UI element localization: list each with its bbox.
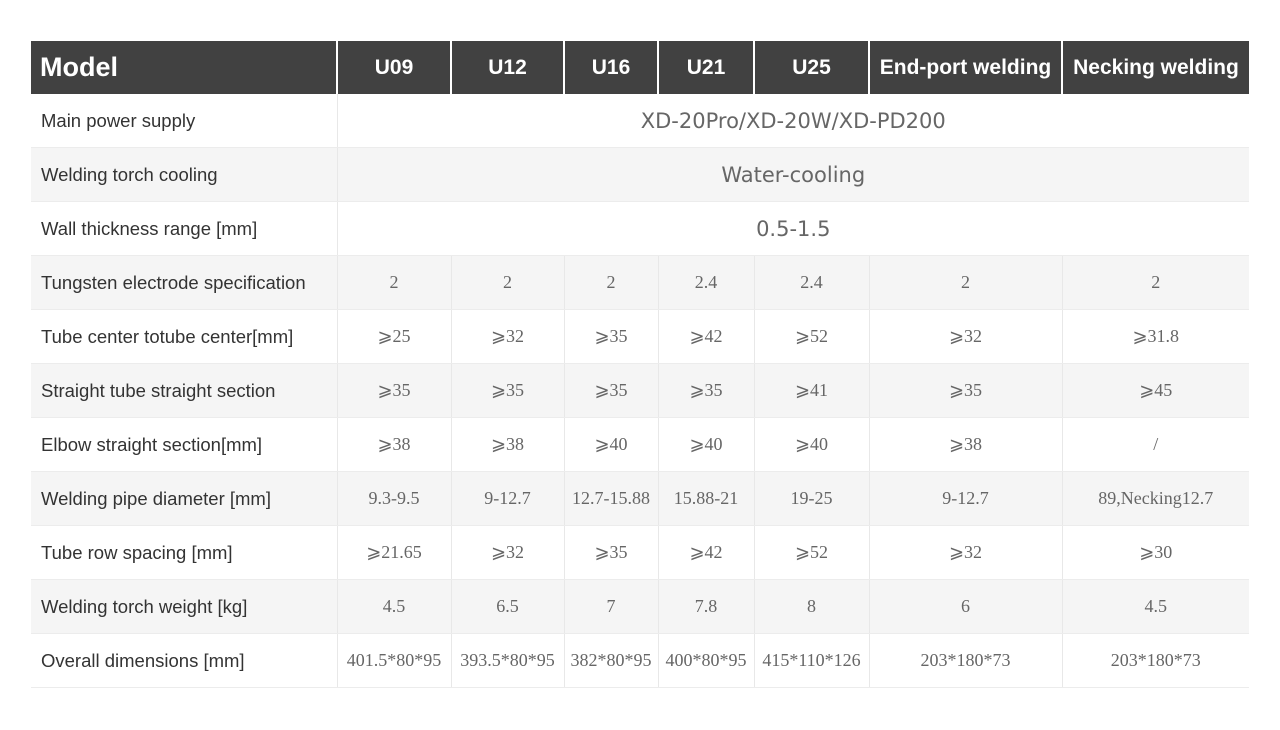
value-cell: ⩾25 bbox=[336, 309, 451, 364]
value-cell: 203*180*73 bbox=[1061, 633, 1249, 688]
value-cell: ⩾40 bbox=[753, 417, 869, 472]
row-label: Tungsten electrode specification bbox=[31, 255, 337, 310]
header-cell: Model bbox=[31, 41, 337, 94]
row-label: Main power supply bbox=[31, 94, 337, 148]
value-cell: Water-cooling bbox=[336, 147, 1249, 202]
value-cell: / bbox=[1061, 417, 1249, 472]
value-cell: 382*80*95 bbox=[563, 633, 658, 688]
value-cell: ⩾30 bbox=[1061, 525, 1249, 580]
header-cell: U12 bbox=[450, 41, 564, 94]
spec-table: Model U09 U12 U16 U21 U25 End-port welding Neck… bbox=[31, 41, 1249, 688]
table-row: Welding pipe diameter [mm] 9.3-9.5 9-12.7 1… bbox=[31, 471, 1249, 526]
value-cell: 9-12.7 bbox=[868, 471, 1062, 526]
value-cell: 15.88-21 bbox=[657, 471, 754, 526]
value-cell: XD-20Pro/XD-20W/XD-PD200 bbox=[336, 94, 1249, 148]
value-cell: ⩾35 bbox=[657, 363, 754, 418]
value-cell: 6.5 bbox=[450, 579, 564, 634]
row-label: Welding pipe diameter [mm] bbox=[31, 471, 337, 526]
value-cell: ⩾32 bbox=[450, 309, 564, 364]
value-cell: 4.5 bbox=[1061, 579, 1249, 634]
value-cell: 8 bbox=[753, 579, 869, 634]
value-cell: 7 bbox=[563, 579, 658, 634]
table-row: Main power supply XD-20Pro/XD-20W/XD-PD20… bbox=[31, 94, 1249, 148]
row-label: Straight tube straight section bbox=[31, 363, 337, 418]
header-cell: End-port welding bbox=[868, 41, 1062, 94]
value-cell: ⩾35 bbox=[563, 309, 658, 364]
value-cell: 2 bbox=[450, 255, 564, 310]
header-cell: U09 bbox=[336, 41, 451, 94]
value-cell: ⩾35 bbox=[563, 363, 658, 418]
header-row: Model U09 U12 U16 U21 U25 End-port welding Neck… bbox=[31, 41, 1249, 94]
table-row: Straight tube straight section ⩾35 ⩾35 ⩾35 ⩾… bbox=[31, 363, 1249, 418]
header-cell: U25 bbox=[753, 41, 869, 94]
row-label: Welding torch cooling bbox=[31, 147, 337, 202]
value-cell: ⩾40 bbox=[657, 417, 754, 472]
value-cell: 401.5*80*95 bbox=[336, 633, 451, 688]
spec-table-wrap: Model U09 U12 U16 U21 U25 End-port welding Neck… bbox=[31, 41, 1249, 688]
table-header: Model U09 U12 U16 U21 U25 End-port welding Neck… bbox=[31, 41, 1249, 94]
header-cell: Necking welding bbox=[1061, 41, 1249, 94]
value-cell: ⩾42 bbox=[657, 309, 754, 364]
value-cell: ⩾52 bbox=[753, 309, 869, 364]
row-label: Elbow straight section[mm] bbox=[31, 417, 337, 472]
value-cell: 0.5-1.5 bbox=[336, 201, 1249, 256]
table-body: Main power supply XD-20Pro/XD-20W/XD-PD20… bbox=[31, 94, 1249, 688]
value-cell: ⩾35 bbox=[563, 525, 658, 580]
value-cell: 2 bbox=[336, 255, 451, 310]
value-cell: ⩾41 bbox=[753, 363, 869, 418]
value-cell: ⩾38 bbox=[450, 417, 564, 472]
value-cell: 89,Necking12.7 bbox=[1061, 471, 1249, 526]
table-row: Tube center totube center[mm] ⩾25 ⩾32 ⩾35 ⩾4… bbox=[31, 309, 1249, 364]
value-cell: 6 bbox=[868, 579, 1062, 634]
value-cell: ⩾45 bbox=[1061, 363, 1249, 418]
table-row: Elbow straight section[mm] ⩾38 ⩾38 ⩾40 ⩾40 ⩾4… bbox=[31, 417, 1249, 472]
value-cell: ⩾40 bbox=[563, 417, 658, 472]
table-row: Overall dimensions [mm] 401.5*80*95 393.5*… bbox=[31, 633, 1249, 688]
value-cell: 2 bbox=[563, 255, 658, 310]
table-row: Tungsten electrode specification 2 2 2 2.4 2.… bbox=[31, 255, 1249, 310]
row-label: Wall thickness range [mm] bbox=[31, 201, 337, 256]
table-row: Tube row spacing [mm] ⩾21.65 ⩾32 ⩾35 ⩾42 ⩾52 ⩾… bbox=[31, 525, 1249, 580]
value-cell: ⩾38 bbox=[336, 417, 451, 472]
header-cell: U16 bbox=[563, 41, 658, 94]
table-row: Welding torch cooling Water-cooling bbox=[31, 147, 1249, 202]
row-label: Overall dimensions [mm] bbox=[31, 633, 337, 688]
value-cell: 9.3-9.5 bbox=[336, 471, 451, 526]
row-label: Tube row spacing [mm] bbox=[31, 525, 337, 580]
table-row: Welding torch weight [kg] 4.5 6.5 7 7.8 8 6 4.5 bbox=[31, 579, 1249, 634]
value-cell: 7.8 bbox=[657, 579, 754, 634]
value-cell: ⩾31.8 bbox=[1061, 309, 1249, 364]
value-cell: 393.5*80*95 bbox=[450, 633, 564, 688]
header-cell: U21 bbox=[657, 41, 754, 94]
value-cell: 415*110*126 bbox=[753, 633, 869, 688]
value-cell: ⩾35 bbox=[868, 363, 1062, 418]
value-cell: 19-25 bbox=[753, 471, 869, 526]
value-cell: ⩾35 bbox=[336, 363, 451, 418]
value-cell: 4.5 bbox=[336, 579, 451, 634]
value-cell: 400*80*95 bbox=[657, 633, 754, 688]
value-cell: ⩾32 bbox=[868, 309, 1062, 364]
value-cell: 2.4 bbox=[753, 255, 869, 310]
table-row: Wall thickness range [mm] 0.5-1.5 bbox=[31, 201, 1249, 256]
value-cell: 203*180*73 bbox=[868, 633, 1062, 688]
value-cell: ⩾21.65 bbox=[336, 525, 451, 580]
value-cell: ⩾42 bbox=[657, 525, 754, 580]
value-cell: ⩾52 bbox=[753, 525, 869, 580]
value-cell: ⩾32 bbox=[868, 525, 1062, 580]
value-cell: ⩾32 bbox=[450, 525, 564, 580]
value-cell: ⩾35 bbox=[450, 363, 564, 418]
value-cell: 2.4 bbox=[657, 255, 754, 310]
value-cell: 9-12.7 bbox=[450, 471, 564, 526]
value-cell: ⩾38 bbox=[868, 417, 1062, 472]
value-cell: 12.7-15.88 bbox=[563, 471, 658, 526]
value-cell: 2 bbox=[1061, 255, 1249, 310]
value-cell: 2 bbox=[868, 255, 1062, 310]
row-label: Welding torch weight [kg] bbox=[31, 579, 337, 634]
row-label: Tube center totube center[mm] bbox=[31, 309, 337, 364]
